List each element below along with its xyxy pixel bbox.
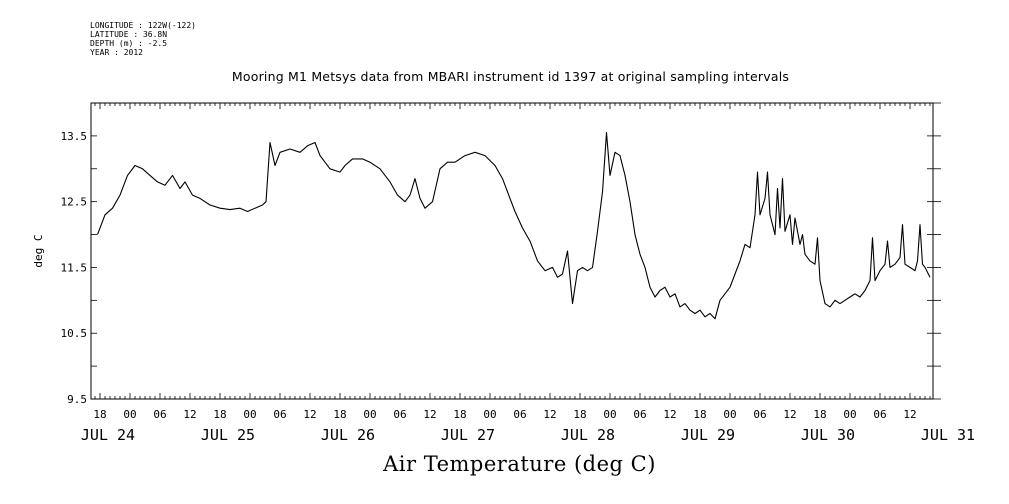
y-tick-label: 10.5 (61, 327, 88, 340)
plot-frame (90, 102, 934, 400)
x-tick-label: 06 (153, 408, 166, 421)
x-tick-label: 12 (423, 408, 436, 421)
x-tick-label: 00 (243, 408, 256, 421)
chart-subtitle: Air Temperature (deg C) (383, 452, 656, 476)
y-tick-label: 9.5 (67, 393, 87, 406)
x-day-label: JUL 25 (201, 426, 255, 444)
x-tick-label: 06 (633, 408, 646, 421)
x-day-label: JUL 27 (441, 426, 495, 444)
x-tick-label: 06 (873, 408, 886, 421)
x-tick-label: 06 (753, 408, 766, 421)
x-tick-label: 00 (123, 408, 136, 421)
x-day-label: JUL 26 (321, 426, 375, 444)
x-tick-label: 12 (663, 408, 676, 421)
x-day-label: JUL 31 (921, 426, 975, 444)
info-latitude: LATITUDE : 36.8N (90, 30, 168, 39)
x-tick-label: 12 (783, 408, 796, 421)
x-tick-label: 06 (273, 408, 286, 421)
x-tick-label: 06 (393, 408, 406, 421)
x-day-label: JUL 29 (681, 426, 735, 444)
x-tick-label: 00 (723, 408, 736, 421)
info-depth: DEPTH (m) : -2.5 (90, 39, 168, 48)
info-year: YEAR : 2012 (90, 48, 143, 57)
x-tick-label: 00 (843, 408, 856, 421)
x-tick-label: 18 (813, 408, 826, 421)
x-tick-label: 18 (573, 408, 586, 421)
info-longitude: LONGITUDE : 122W(-122) (90, 21, 196, 30)
x-tick-label: 00 (603, 408, 616, 421)
x-tick-label: 12 (183, 408, 196, 421)
x-tick-label: 18 (93, 408, 106, 421)
x-tick-label: 06 (513, 408, 526, 421)
metadata-block: LONGITUDE : 122W(-122) LATITUDE : 36.8N … (90, 21, 196, 57)
x-tick-label: 12 (903, 408, 916, 421)
y-tick-label: 13.5 (61, 130, 88, 143)
series-line-air-temperature (96, 132, 931, 320)
x-tick-label: 18 (693, 408, 706, 421)
x-tick-label: 00 (363, 408, 376, 421)
x-day-label: JUL 28 (561, 426, 615, 444)
x-tick-label: 12 (543, 408, 556, 421)
x-tick-label: 18 (213, 408, 226, 421)
x-tick-label: 12 (303, 408, 316, 421)
y-tick-label: 11.5 (61, 261, 88, 274)
x-day-label: JUL 30 (801, 426, 855, 444)
x-tick-label: 18 (453, 408, 466, 421)
x-tick-label: 18 (333, 408, 346, 421)
y-axis-label: deg C (32, 234, 45, 267)
y-tick-label: 12.5 (61, 196, 88, 209)
chart-title: Mooring M1 Metsys data from MBARI instru… (231, 69, 790, 84)
x-tick-label: 00 (483, 408, 496, 421)
x-day-label: JUL 24 (81, 426, 135, 444)
